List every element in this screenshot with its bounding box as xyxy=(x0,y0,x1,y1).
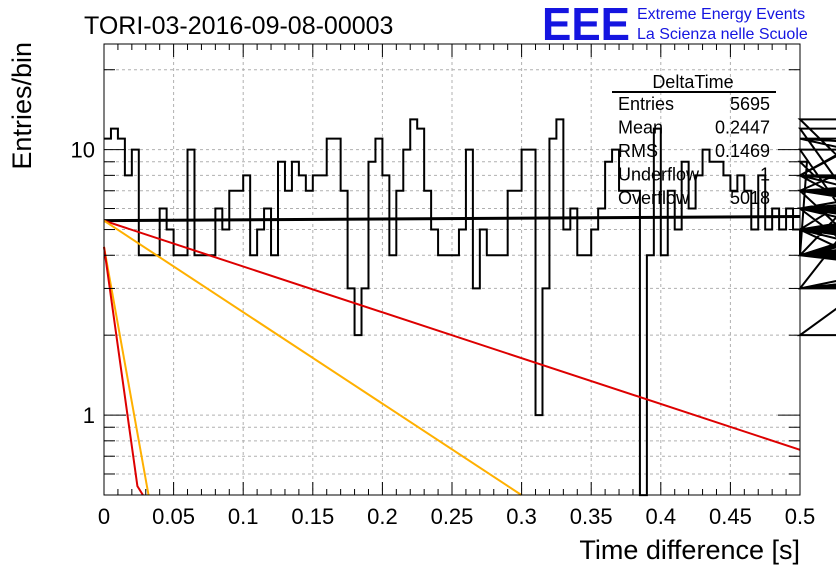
logo: EEE Extreme Energy Events La Scienza nel… xyxy=(542,0,808,50)
x-axis-label: Time difference [s] xyxy=(579,535,800,565)
y-tick-labels: 1 10 xyxy=(71,138,95,428)
fit-curve-3 xyxy=(103,246,150,496)
fit-curve-2 xyxy=(103,219,523,496)
fit-curve-4 xyxy=(103,246,144,496)
stats-title: DeltaTime xyxy=(652,72,733,92)
y-tick-label: 1 xyxy=(83,403,95,428)
stats-box: DeltaTime Entries 5695 Mean 0.2447 RMS 0.1469… xyxy=(612,72,776,208)
fit-curve-1 xyxy=(103,219,801,451)
logo-line-1: Extreme Energy Events xyxy=(637,6,805,23)
x-tick-label: 0.25 xyxy=(431,504,474,529)
stats-row-label: RMS xyxy=(618,141,658,161)
y-tick-label: 10 xyxy=(71,138,95,163)
stats-row-value: 5695 xyxy=(730,94,770,114)
logo-line-2: La Scienza nelle Scuole xyxy=(637,26,808,43)
chart-title: TORI-03-2016-09-08-00003 xyxy=(84,12,393,40)
fit-curves xyxy=(103,214,801,496)
stats-row-value: 5018 xyxy=(730,188,770,208)
x-tick-label: 0.5 xyxy=(785,504,816,529)
stats-row-value: 0.2447 xyxy=(715,118,770,138)
stats-row-label: Mean xyxy=(618,118,663,138)
x-tick-label: 0 xyxy=(98,504,110,529)
stats-row-label: Overflow xyxy=(618,188,690,208)
x-tick-label: 0.05 xyxy=(152,504,195,529)
x-tick-labels: 0 0.05 0.1 0.15 0.2 0.25 0.3 0.35 0.4 0.45 0.5 xyxy=(98,504,815,529)
logo-mark: EEE xyxy=(542,0,630,50)
axis-ticks xyxy=(103,44,801,496)
x-tick-label: 0.4 xyxy=(646,504,677,529)
y-axis-label: Entries/bin xyxy=(7,42,37,170)
stats-row-label: Underflow xyxy=(618,165,700,185)
stats-row-value: 0.1469 xyxy=(715,141,770,161)
x-tick-label: 0.1 xyxy=(228,504,259,529)
x-tick-label: 0.2 xyxy=(367,504,398,529)
x-tick-label: 0.15 xyxy=(291,504,334,529)
x-tick-label: 0.45 xyxy=(709,504,752,529)
grid xyxy=(104,44,800,496)
fit-curve-0 xyxy=(103,214,801,223)
x-tick-label: 0.3 xyxy=(506,504,537,529)
x-tick-label: 0.35 xyxy=(570,504,613,529)
stats-row-value: 1 xyxy=(760,165,770,185)
stats-row-label: Entries xyxy=(618,94,674,114)
